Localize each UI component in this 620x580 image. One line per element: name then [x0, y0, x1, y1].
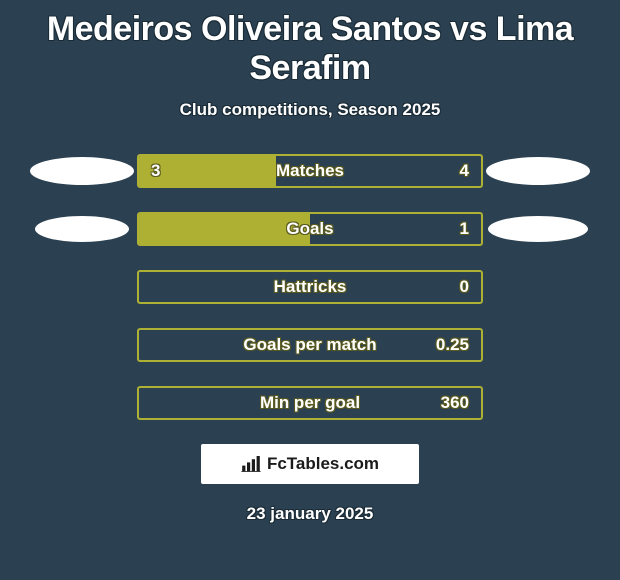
stat-bar: 3 Matches 4 — [137, 154, 483, 188]
stat-bar: Goals per match 0.25 — [137, 328, 483, 362]
avatar-left-slot — [27, 206, 137, 252]
avatar-right-slot — [483, 380, 593, 426]
stat-value-right: 1 — [460, 219, 469, 239]
row-gap — [0, 368, 620, 380]
player-avatar-right — [488, 216, 588, 242]
stat-label: Min per goal — [260, 393, 360, 413]
comparison-infographic: Medeiros Oliveira Santos vs Lima Serafim… — [0, 0, 620, 524]
player-avatar-left — [35, 216, 129, 242]
stat-value-right: 0.25 — [436, 335, 469, 355]
stat-row: Min per goal 360 — [0, 380, 620, 426]
avatar-right-slot — [483, 322, 593, 368]
logo-text: FcTables.com — [267, 454, 379, 474]
player-avatar-right — [486, 157, 590, 185]
avatar-right-slot — [483, 264, 593, 310]
subtitle: Club competitions, Season 2025 — [0, 100, 620, 148]
stat-value-left: 3 — [151, 161, 160, 181]
player-avatar-left — [30, 157, 134, 185]
stat-value-right: 0 — [460, 277, 469, 297]
bar-chart-icon — [241, 456, 261, 472]
avatar-right-slot — [483, 206, 593, 252]
stat-row: Goals 1 — [0, 206, 620, 252]
avatar-left-slot — [27, 148, 137, 194]
page-title: Medeiros Oliveira Santos vs Lima Serafim — [0, 6, 620, 100]
stat-row: Hattricks 0 — [0, 264, 620, 310]
stat-bar: Min per goal 360 — [137, 386, 483, 420]
stat-label: Matches — [276, 161, 344, 181]
stat-row: Goals per match 0.25 — [0, 322, 620, 368]
stat-rows: 3 Matches 4 Goals 1 Hattricks 0 Goals per match… — [0, 148, 620, 426]
date-text: 23 january 2025 — [0, 484, 620, 524]
stat-value-right: 4 — [460, 161, 469, 181]
avatar-left-slot — [27, 264, 137, 310]
row-gap — [0, 252, 620, 264]
stat-value-right: 360 — [441, 393, 469, 413]
row-gap — [0, 194, 620, 206]
bar-left-fill — [139, 214, 310, 244]
stat-label: Hattricks — [274, 277, 347, 297]
avatar-left-slot — [27, 380, 137, 426]
stat-label: Goals — [286, 219, 333, 239]
stat-bar: Goals 1 — [137, 212, 483, 246]
stat-bar: Hattricks 0 — [137, 270, 483, 304]
stat-label: Goals per match — [243, 335, 376, 355]
logo-box: FcTables.com — [201, 444, 419, 484]
avatar-left-slot — [27, 322, 137, 368]
avatar-right-slot — [483, 148, 593, 194]
row-gap — [0, 310, 620, 322]
stat-row: 3 Matches 4 — [0, 148, 620, 194]
